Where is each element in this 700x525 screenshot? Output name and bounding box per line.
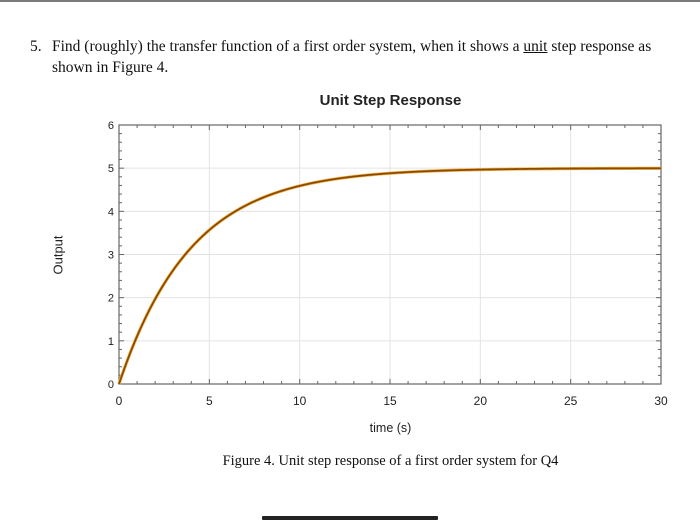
y-tick-label: 4: [108, 206, 114, 218]
y-axis-label: Output: [50, 235, 66, 275]
x-tick-label: 0: [116, 394, 123, 408]
x-axis-label: time (s): [369, 421, 412, 435]
question-underlined-word: unit: [523, 38, 548, 55]
y-tick-label: 0: [108, 379, 114, 391]
x-tick-label: 20: [474, 394, 488, 408]
y-tick-label: 6: [108, 120, 114, 132]
chart-title: Unit Step Response: [319, 92, 462, 109]
response-curve: [118, 167, 661, 385]
question-text-before: Find (roughly) the transfer function of …: [52, 38, 524, 55]
question-text-after: step response as: [547, 38, 652, 55]
top-border: [0, 0, 700, 2]
question-text: 5. Find (roughly) the transfer function o…: [30, 36, 690, 78]
y-tick-label: 3: [108, 250, 114, 262]
y-tick-label: 5: [108, 163, 114, 175]
question-number: 5.: [30, 38, 42, 55]
figure-caption: Figure 4. Unit step response of a first …: [222, 453, 559, 469]
y-tick-label: 2: [108, 293, 114, 305]
x-tick-label: 30: [654, 394, 668, 408]
x-tick-label: 5: [206, 394, 213, 408]
x-tick-label: 25: [564, 394, 578, 408]
question-line-2: shown in Figure 4.: [52, 59, 169, 76]
y-tick-label: 1: [108, 336, 114, 348]
x-tick-label: 10: [293, 394, 307, 408]
home-indicator-bar: [262, 516, 438, 520]
x-tick-label: 15: [383, 394, 397, 408]
